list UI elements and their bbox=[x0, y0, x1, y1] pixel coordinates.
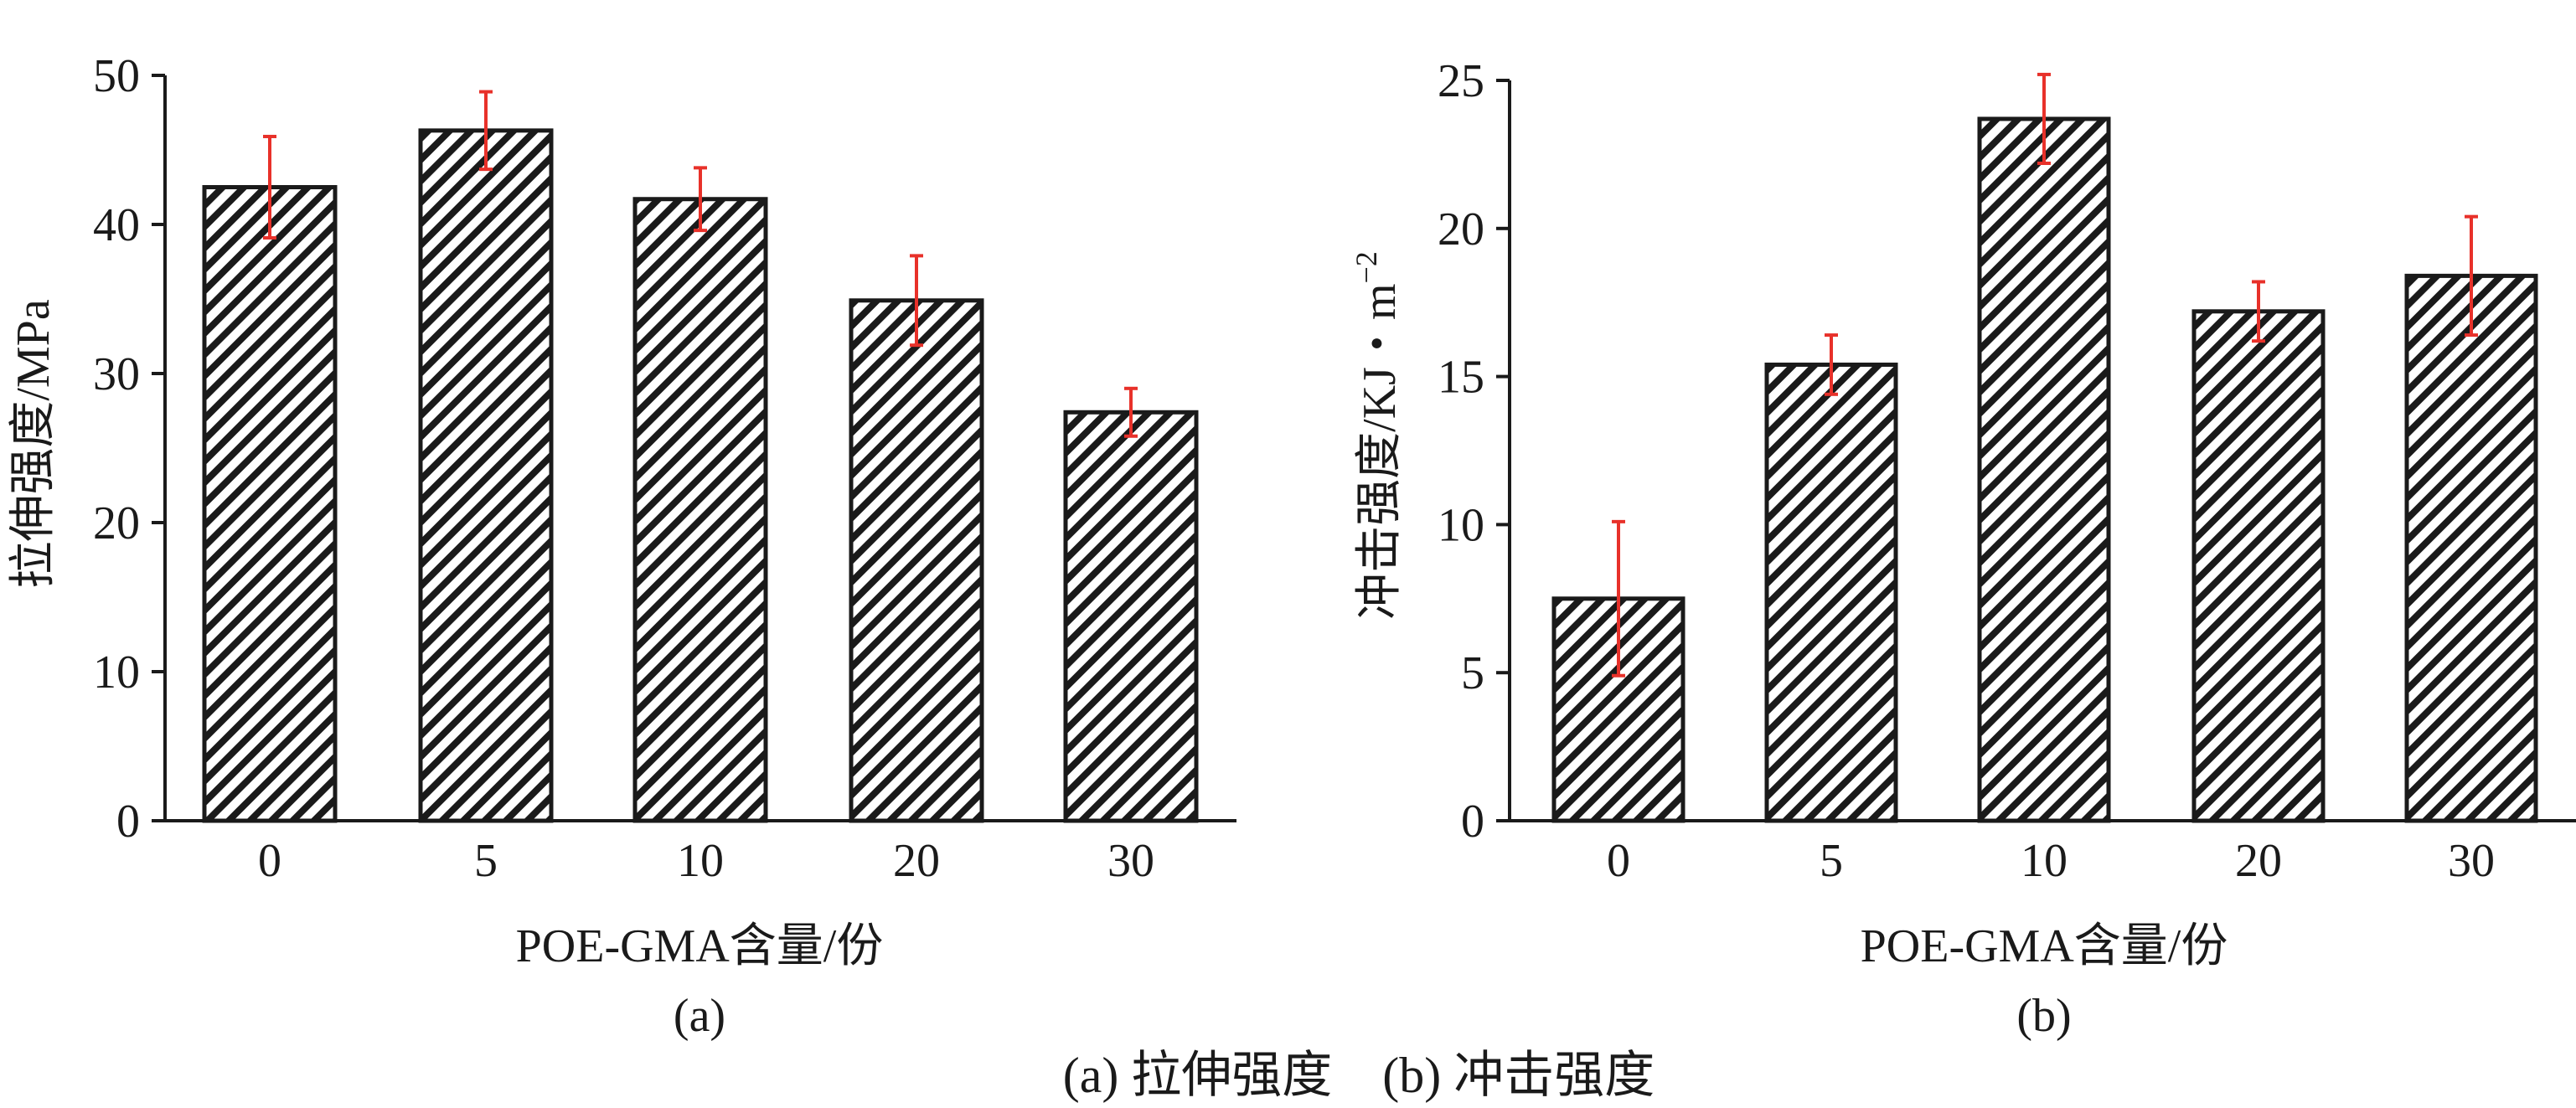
y-axis-label: 拉伸强度/MPa bbox=[8, 299, 59, 588]
bar bbox=[418, 128, 554, 823]
y-tick-label: 40 bbox=[93, 199, 140, 251]
y-tick-label: 20 bbox=[1438, 204, 1484, 255]
x-tick-label: 5 bbox=[1820, 835, 1843, 887]
y-tick-label: 20 bbox=[93, 497, 140, 549]
bar bbox=[849, 298, 984, 823]
y-axis-label: 冲击强度/KJ・m−2 bbox=[1350, 251, 1406, 620]
x-tick-label: 5 bbox=[474, 835, 498, 887]
error-bar bbox=[910, 254, 923, 348]
error-bar bbox=[1612, 519, 1625, 678]
error-bar bbox=[2037, 72, 2051, 166]
y-tick-label: 50 bbox=[93, 50, 140, 102]
x-tick-label: 0 bbox=[258, 835, 281, 887]
bar bbox=[2404, 273, 2538, 823]
x-tick-label: 20 bbox=[2235, 835, 2282, 887]
y-axis-label-superscript: −2 bbox=[1350, 251, 1383, 283]
panel-label: (a) bbox=[674, 990, 725, 1042]
x-axis-label: POE-GMA含量/份 bbox=[1861, 920, 2228, 972]
y-tick-label: 15 bbox=[1438, 352, 1484, 404]
x-tick-label: 0 bbox=[1607, 835, 1630, 887]
y-tick-label: 25 bbox=[1438, 55, 1484, 107]
x-tick-labels: 0 5 10 20 30 bbox=[258, 835, 1154, 887]
figure-caption: (a) 拉伸强度 (b) 冲击强度 bbox=[1063, 1048, 1655, 1103]
bar-group bbox=[1551, 116, 2538, 823]
error-bar-group bbox=[263, 90, 1138, 438]
error-bar-group bbox=[1612, 72, 2478, 678]
y-axis-label-text: 冲击强度/KJ・m bbox=[1354, 283, 1406, 619]
y-tick-label: 10 bbox=[1438, 499, 1484, 551]
bar bbox=[1977, 116, 2111, 823]
error-bar bbox=[1825, 333, 1838, 396]
bar bbox=[1764, 362, 1898, 823]
x-tick-label: 10 bbox=[2021, 835, 2068, 887]
x-tick-labels: 0 5 10 20 30 bbox=[1607, 835, 2495, 887]
x-tick-label: 30 bbox=[2448, 835, 2495, 887]
x-tick-label: 10 bbox=[677, 835, 724, 887]
x-axis-label: POE-GMA含量/份 bbox=[516, 920, 884, 972]
error-bar bbox=[1124, 386, 1138, 438]
y-tick-label: 10 bbox=[93, 647, 140, 698]
panel-label: (b) bbox=[2016, 990, 2071, 1042]
chart-panel-b: 0 5 10 15 20 25 0 5 10 20 30 POE-GMA含量/份 冲击强度/KJ・… bbox=[1350, 55, 2576, 1042]
axes bbox=[152, 74, 1236, 822]
error-bar bbox=[694, 166, 707, 233]
y-tick-labels: 0 10 20 30 40 50 bbox=[93, 50, 140, 848]
error-bar bbox=[263, 134, 276, 240]
x-tick-label: 20 bbox=[893, 835, 940, 887]
error-bar bbox=[479, 90, 493, 172]
y-tick-label: 0 bbox=[1461, 796, 1484, 848]
y-tick-label: 0 bbox=[116, 796, 140, 848]
bar bbox=[1063, 410, 1199, 823]
bar bbox=[2191, 309, 2326, 823]
bar bbox=[632, 197, 768, 823]
x-tick-label: 30 bbox=[1107, 835, 1154, 887]
bar bbox=[202, 185, 338, 823]
y-tick-label: 5 bbox=[1461, 647, 1484, 699]
y-tick-label: 30 bbox=[93, 348, 140, 400]
error-bar bbox=[2465, 214, 2478, 338]
y-tick-labels: 0 5 10 15 20 25 bbox=[1438, 55, 1484, 848]
bar-group bbox=[202, 128, 1199, 823]
axes bbox=[1496, 79, 2576, 822]
error-bar bbox=[2252, 280, 2265, 343]
chart-panel-a: 0 10 20 30 40 50 0 5 10 20 30 POE-GMA含量/份 拉伸强度/MP… bbox=[8, 50, 1236, 1042]
